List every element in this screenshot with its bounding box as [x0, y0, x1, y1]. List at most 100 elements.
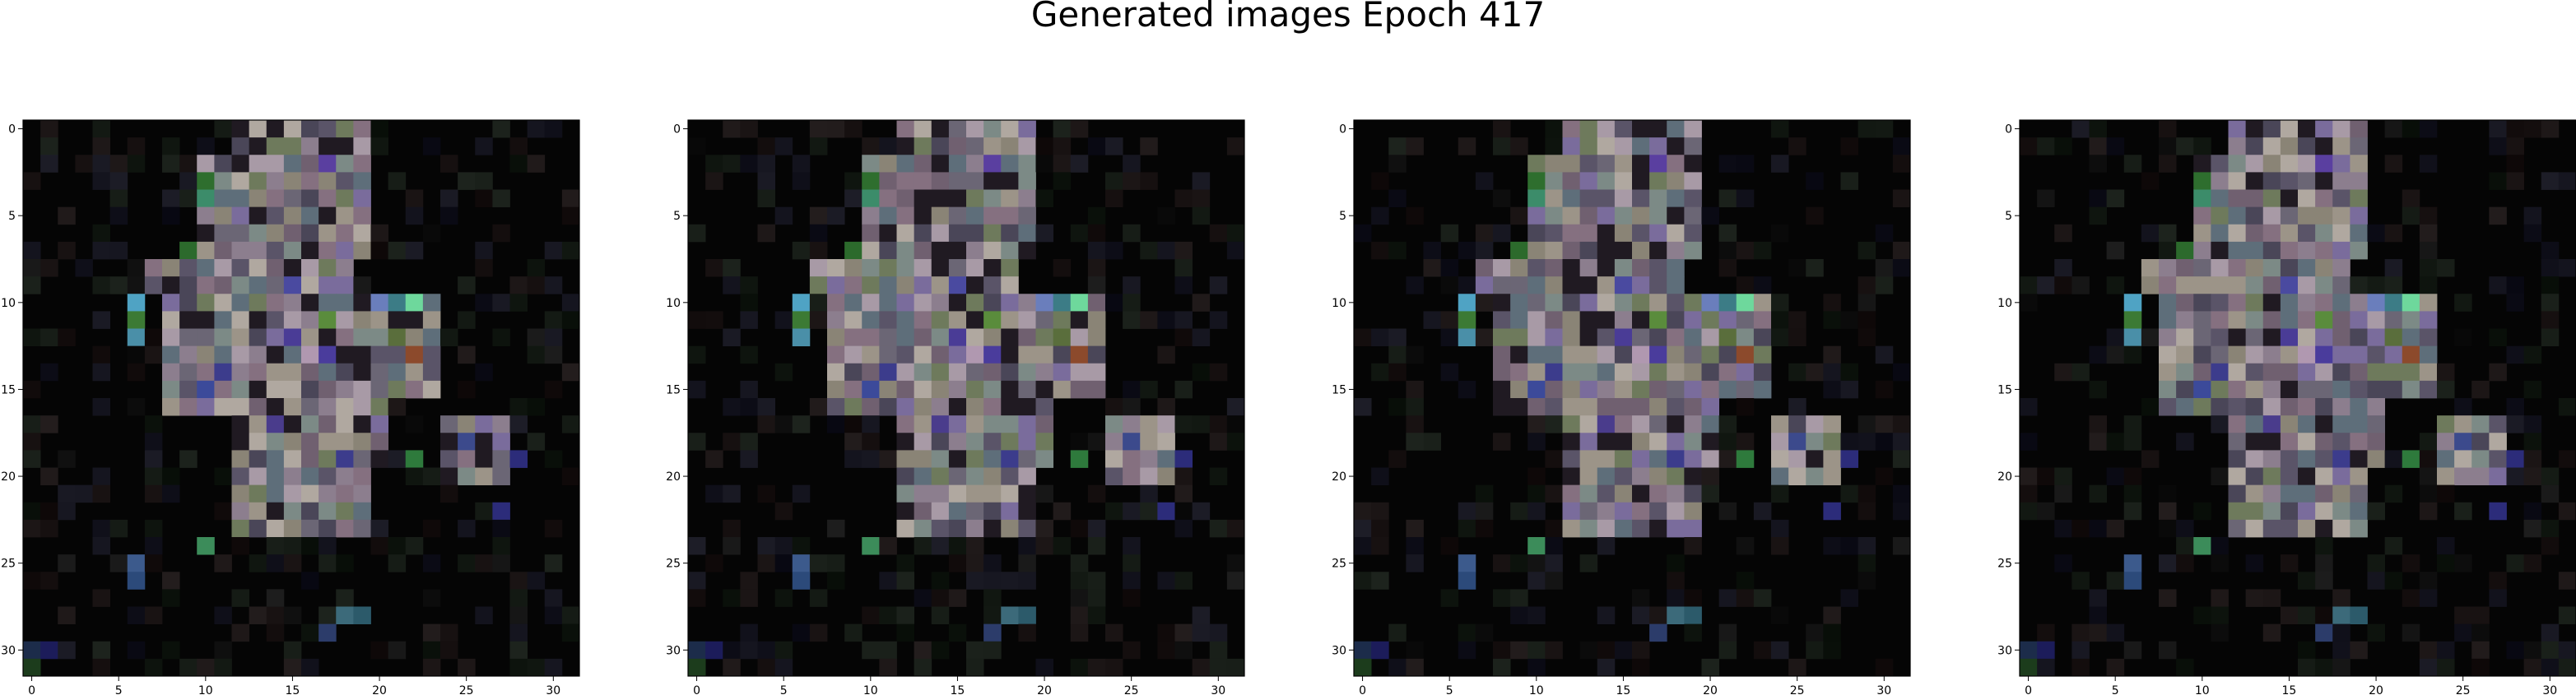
pixel-cell	[492, 224, 510, 243]
pixel-cell	[353, 328, 371, 347]
pixel-cell	[2037, 658, 2055, 677]
pixel-cell	[301, 172, 319, 190]
pixel-cell	[1684, 206, 1702, 225]
pixel-cell	[1493, 380, 1511, 399]
pixel-cell	[2298, 155, 2316, 173]
pixel-cell	[2228, 241, 2247, 260]
pixel-cell	[301, 658, 319, 677]
pixel-cell	[896, 172, 915, 190]
pixel-cell	[827, 345, 845, 364]
pixel-cell	[1736, 311, 1755, 329]
pixel-cell	[931, 380, 950, 399]
pixel-cell	[844, 294, 863, 312]
pixel-cell	[1001, 224, 1019, 243]
pixel-cell	[1105, 415, 1123, 433]
pixel-cell	[2020, 658, 2038, 677]
pixel-cell	[1123, 554, 1141, 572]
pixel-cell	[1001, 189, 1019, 208]
pixel-cell	[1035, 294, 1054, 312]
pixel-cell	[2037, 502, 2055, 521]
pixel-cell	[1614, 380, 1633, 399]
pixel-cell	[1192, 189, 1211, 208]
pixel-cell	[1823, 363, 1841, 382]
x-tick-label: 10	[1529, 684, 1544, 695]
pixel-cell	[509, 294, 528, 312]
pixel-cell	[1545, 572, 1563, 590]
pixel-cell	[1823, 606, 1841, 625]
pixel-cell	[948, 623, 967, 642]
pixel-cell	[1892, 433, 1911, 451]
pixel-cell	[1510, 241, 1528, 260]
pixel-cell	[1597, 415, 1616, 433]
pixel-cell	[1018, 606, 1036, 625]
pixel-cell	[1892, 259, 1911, 277]
pixel-cell	[1684, 415, 1702, 433]
pixel-cell	[127, 276, 146, 294]
pixel-cell	[862, 155, 880, 173]
pixel-cell	[458, 380, 476, 399]
y-tick-label: 30	[666, 644, 681, 657]
pixel-cell	[2211, 259, 2229, 277]
pixel-cell	[1192, 658, 1211, 677]
pixel-cell	[440, 415, 458, 433]
pixel-cell	[705, 172, 723, 190]
pixel-cell	[1649, 467, 1667, 486]
pixel-cell	[879, 380, 897, 399]
pixel-cell	[179, 345, 198, 364]
pixel-cell	[2280, 224, 2299, 243]
pixel-cell	[23, 450, 41, 468]
pixel-cell	[301, 537, 319, 555]
pixel-cell	[1053, 380, 1072, 399]
pixel-cell	[2419, 155, 2438, 173]
pixel-cell	[2384, 311, 2403, 329]
pixel-cell	[1614, 641, 1633, 660]
pixel-cell	[1035, 433, 1054, 451]
pixel-cell	[2245, 311, 2264, 329]
pixel-cell	[948, 189, 967, 208]
pixel-cell	[2332, 241, 2350, 260]
pixel-cell	[1423, 433, 1442, 451]
pixel-cell	[2506, 450, 2525, 468]
pixel-cell	[1545, 120, 1563, 138]
pixel-cell	[2280, 363, 2299, 382]
pixel-cell	[197, 363, 215, 382]
pixel-cell	[58, 450, 76, 468]
pixel-cell	[2211, 398, 2229, 416]
pixel-cell	[792, 623, 811, 642]
pixel-cell	[2211, 224, 2229, 243]
pixel-cell	[1209, 433, 1228, 451]
pixel-cell	[2193, 380, 2211, 399]
pixel-cell	[914, 433, 932, 451]
pixel-cell	[844, 450, 863, 468]
pixel-cell	[40, 519, 58, 538]
pixel-cell	[914, 224, 932, 243]
pixel-cell	[2245, 380, 2264, 399]
pixel-cell	[1493, 328, 1511, 347]
pixel-cell	[1226, 224, 1245, 243]
pixel-cell	[23, 380, 41, 399]
pixel-cell	[353, 294, 371, 312]
pixel-cell	[1667, 206, 1685, 225]
pixel-cell	[475, 241, 493, 260]
pixel-cell	[1736, 450, 1755, 468]
pixel-cell	[1493, 294, 1511, 312]
pixel-cell	[1087, 537, 1106, 555]
pixel-cell	[2089, 189, 2108, 208]
pixel-cell	[1858, 484, 1876, 503]
pixel-cell	[966, 206, 984, 225]
pixel-cell	[1667, 450, 1685, 468]
pixel-cell	[2298, 606, 2316, 625]
pixel-cell	[405, 363, 424, 382]
pixel-cell	[1527, 155, 1546, 173]
pixel-cell	[983, 623, 1002, 642]
pixel-cell	[1018, 398, 1036, 416]
pixel-cell	[948, 554, 967, 572]
y-tick-label: 25	[1332, 558, 1346, 571]
pixel-cell	[1736, 363, 1755, 382]
pixel-cell	[1527, 537, 1546, 555]
pixel-cell	[1858, 328, 1876, 347]
pixel-cell	[283, 328, 302, 347]
pixel-cell	[2558, 641, 2576, 660]
pixel-cell	[2402, 345, 2420, 364]
pixel-cell	[319, 206, 337, 225]
